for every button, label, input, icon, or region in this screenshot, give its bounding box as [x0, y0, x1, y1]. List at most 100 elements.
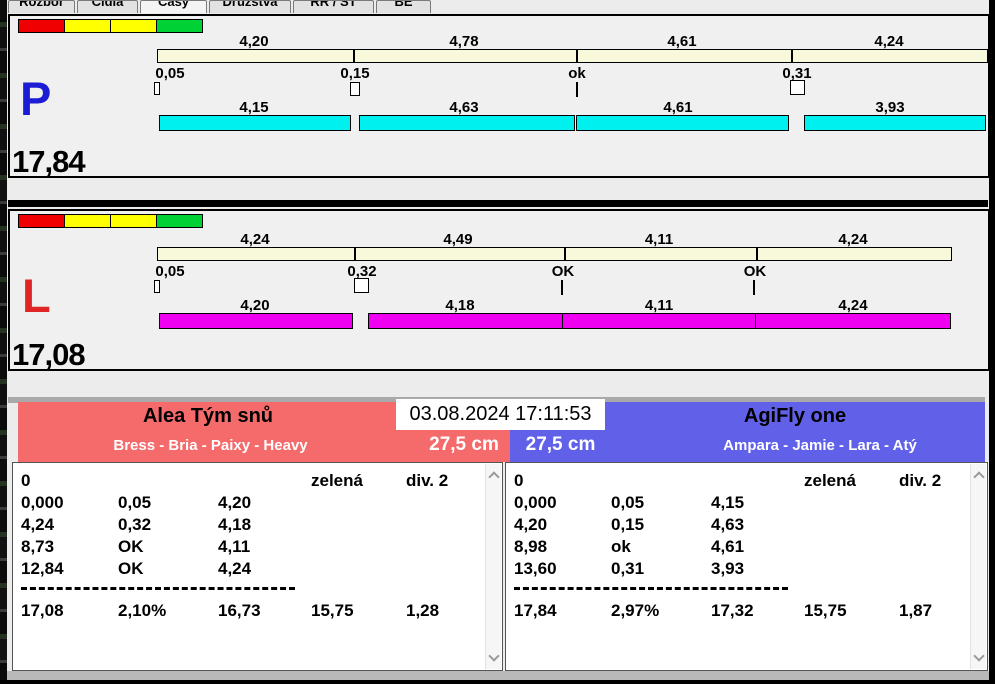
- table-cell: 4,63: [711, 515, 745, 534]
- lane-letter: L: [22, 269, 51, 322]
- table-cell: 8,73: [21, 537, 55, 556]
- light-green-icon: [156, 19, 203, 33]
- tab-label: RR / ST: [310, 0, 357, 9]
- table-cell: 17,84: [514, 601, 557, 620]
- exchange-mark: OK: [551, 263, 575, 280]
- table-row: 0,000 0,05 4,15: [506, 493, 970, 513]
- panel-divider: [8, 200, 988, 207]
- team-name: Alea Tým snů: [142, 405, 274, 427]
- light-yellow-icon: [110, 214, 157, 228]
- totals-separator: [514, 587, 788, 590]
- tab-be[interactable]: BE: [376, 0, 431, 13]
- table-cell: 4,20: [514, 515, 548, 534]
- table-cell: 2,97%: [611, 601, 660, 620]
- table-header-row: 0 zelená div. 2: [506, 471, 970, 491]
- table-totals-row: 17,08 2,10% 16,73 15,75 1,28: [13, 601, 485, 621]
- jump-height: 27,5 cm: [429, 434, 499, 455]
- totals-separator: [21, 587, 295, 590]
- exchange-mark: 0,15: [340, 65, 370, 82]
- dog-time: 4,24: [838, 297, 868, 314]
- table-row: 12,84 OK 4,24: [13, 559, 485, 579]
- scroll-up-icon[interactable]: [488, 471, 500, 483]
- left-table-scrollbar[interactable]: [485, 464, 501, 669]
- table-cell: OK: [118, 537, 144, 556]
- tab-druzstva[interactable]: Družstva: [209, 0, 291, 13]
- marker-bigbox-icon: [790, 80, 805, 95]
- table-cell: 17,32: [711, 601, 754, 620]
- table-cell: zelená: [804, 471, 856, 490]
- split-bar: [157, 49, 988, 63]
- table-cell: 8,98: [514, 537, 548, 556]
- table-cell: 13,60: [514, 559, 557, 578]
- table-row: 4,20 0,15 4,63: [506, 515, 970, 535]
- scroll-down-icon[interactable]: [488, 650, 500, 662]
- table-cell: div. 2: [406, 471, 449, 490]
- tab-bar: Rozbor Čidla Časy Družstva RR / ST BE: [8, 0, 988, 13]
- light-yellow-icon: [64, 214, 111, 228]
- split-bar: [157, 247, 952, 261]
- light-red-icon: [18, 214, 65, 228]
- table-cell: 0,000: [21, 493, 64, 512]
- tab-rozbor[interactable]: Rozbor: [8, 0, 75, 13]
- table-cell: 4,11: [218, 537, 251, 556]
- tab-label: BE: [394, 0, 413, 9]
- scroll-up-icon[interactable]: [973, 471, 985, 483]
- scroll-down-icon[interactable]: [973, 650, 985, 662]
- dog-time: 4,61: [663, 99, 693, 116]
- bar-tick: [576, 50, 578, 62]
- table-cell: 16,73: [218, 601, 261, 620]
- marker-line-icon: [753, 280, 755, 295]
- exchange-mark: 0,32: [347, 263, 377, 280]
- split-time: 4,78: [449, 33, 479, 50]
- lane-panel-l: 4,24 4,49 4,11 4,24 0,05 0,32 OK OK 4,20…: [8, 209, 990, 372]
- bar-tick: [353, 50, 355, 62]
- light-green-icon: [156, 214, 203, 228]
- bar-tick: [791, 50, 793, 62]
- table-cell: 0,05: [611, 493, 645, 512]
- table-cell: 1,87: [899, 601, 933, 620]
- tab-rr-st[interactable]: RR / ST: [293, 0, 374, 13]
- split-time: 4,61: [667, 33, 697, 50]
- bar-tick: [354, 248, 356, 260]
- run-bar-segment: [359, 115, 575, 131]
- dog-time: 4,20: [240, 297, 270, 314]
- exchange-mark: 0,31: [782, 65, 812, 82]
- exchange-mark: 0,05: [155, 263, 185, 280]
- light-red-icon: [18, 19, 65, 33]
- table-row: 13,60 0,31 3,93: [506, 559, 970, 579]
- table-cell: 0,05: [118, 493, 152, 512]
- table-row: 8,98 ok 4,61: [506, 537, 970, 557]
- split-time: 4,49: [443, 231, 473, 248]
- dog-time: 4,15: [239, 99, 269, 116]
- tab-cidla[interactable]: Čidla: [77, 0, 138, 13]
- dog-time: 4,11: [644, 297, 674, 314]
- right-team-table[interactable]: 0 zelená div. 2 0,000 0,05 4,15 4,20 0,1…: [505, 462, 988, 671]
- table-cell: 0: [514, 471, 524, 490]
- lane-letter: P: [20, 72, 52, 125]
- table-cell: div. 2: [899, 471, 942, 490]
- datetime-display: 03.08.2024 17:11:53: [396, 399, 605, 430]
- table-cell: OK: [118, 559, 144, 578]
- exchange-mark: ok: [568, 65, 586, 82]
- jump-height: 27,5 cm: [525, 434, 596, 455]
- marker-slim-icon: [154, 280, 160, 293]
- run-bar-segment: [562, 313, 756, 329]
- table-cell: 1,28: [406, 601, 440, 620]
- table-row: 0,000 0,05 4,20: [13, 493, 485, 513]
- table-cell: 12,84: [21, 559, 64, 578]
- desktop-edge: [0, 0, 7, 684]
- dog-time: 4,63: [449, 99, 479, 116]
- table-row: 4,24 0,32 4,18: [13, 515, 485, 535]
- bar-tick: [564, 248, 566, 260]
- left-team-table[interactable]: 0 zelená div. 2 0,000 0,05 4,20 4,24 0,3…: [12, 462, 503, 671]
- table-cell: 15,75: [311, 601, 354, 620]
- table-header-row: 0 zelená div. 2: [13, 471, 485, 491]
- dog-time: 3,93: [875, 99, 905, 116]
- right-table-scrollbar[interactable]: [970, 464, 986, 669]
- team-name: AgiFly one: [743, 405, 847, 427]
- tab-casy[interactable]: Časy: [140, 0, 207, 13]
- table-cell: 15,75: [804, 601, 847, 620]
- run-bar-segment: [159, 313, 353, 329]
- split-time: 4,11: [644, 231, 674, 248]
- table-cell: 0,15: [611, 515, 645, 534]
